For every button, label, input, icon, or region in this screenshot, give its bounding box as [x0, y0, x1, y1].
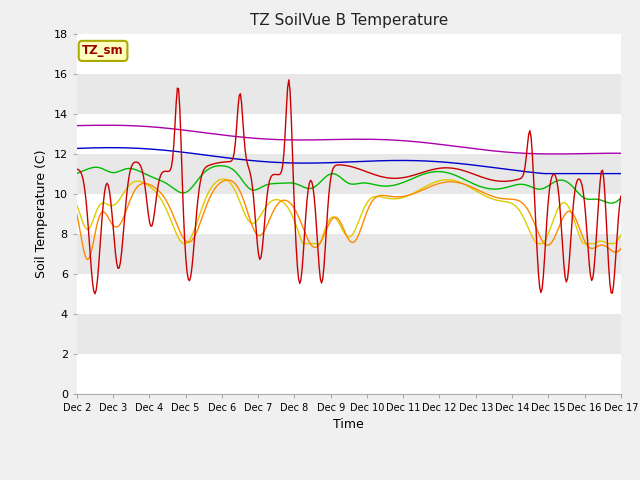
- Title: TZ SoilVue B Temperature: TZ SoilVue B Temperature: [250, 13, 448, 28]
- Bar: [77, 193, 621, 234]
- Bar: [77, 274, 621, 313]
- Y-axis label: Soil Temperature (C): Soil Temperature (C): [35, 149, 48, 278]
- Bar: [77, 73, 621, 114]
- X-axis label: Time: Time: [333, 418, 364, 431]
- Bar: [77, 234, 621, 274]
- Bar: [77, 354, 621, 394]
- Bar: [77, 154, 621, 193]
- Legend: B-05_T, B-10_T, B-20_T, B-30_T, B-40_T, B-50_T: B-05_T, B-10_T, B-20_T, B-30_T, B-40_T, …: [125, 476, 573, 480]
- Bar: [77, 313, 621, 354]
- Bar: [77, 34, 621, 73]
- Text: TZ_sm: TZ_sm: [82, 44, 124, 58]
- Bar: [77, 114, 621, 154]
